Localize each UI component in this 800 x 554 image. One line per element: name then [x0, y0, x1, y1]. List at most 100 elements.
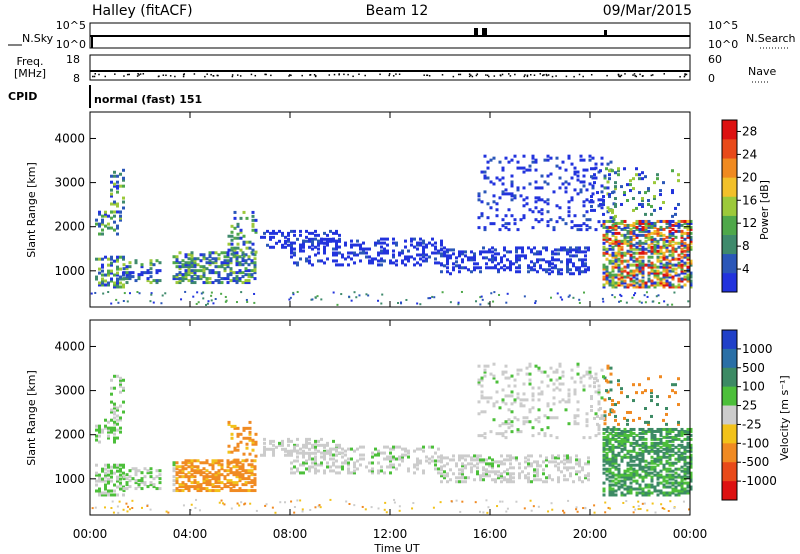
echo-cell — [617, 471, 621, 475]
echo-cell — [296, 459, 299, 463]
echo-cell — [683, 231, 687, 235]
echo-cell — [620, 455, 624, 459]
echo-cell — [620, 275, 624, 279]
echo-cell — [635, 451, 639, 455]
echo-cell — [407, 467, 410, 471]
echo-cell — [608, 273, 612, 277]
echo-cell — [560, 246, 563, 250]
echo-cell — [629, 429, 633, 433]
echo-cell — [190, 463, 194, 467]
echo-cell — [659, 225, 663, 229]
echo-cell — [220, 481, 224, 485]
echo-cell — [301, 508, 304, 511]
echo-cell — [207, 300, 210, 303]
echo-cell — [683, 237, 687, 241]
echo-cell — [570, 376, 574, 380]
echo-cell — [232, 251, 236, 255]
echo-cell — [564, 186, 568, 190]
echo-cell — [491, 466, 494, 470]
echo-cell — [208, 471, 212, 475]
echo-cell — [653, 451, 657, 455]
echo-cell — [323, 455, 326, 459]
echo-cell — [611, 493, 615, 497]
echo-cell — [518, 462, 521, 466]
echo-cell — [383, 471, 386, 475]
echo-cell — [542, 268, 545, 272]
nave-point — [338, 73, 340, 75]
echo-cell — [686, 467, 690, 471]
echo-cell — [488, 462, 491, 466]
echo-cell — [635, 225, 639, 229]
echo-cell — [380, 251, 383, 255]
echo-cell — [689, 271, 693, 275]
echo-cell — [617, 281, 621, 285]
echo-cell — [677, 241, 681, 245]
echo-cell — [233, 226, 237, 230]
echo-cell — [656, 443, 660, 447]
echo-cell — [368, 247, 371, 251]
echo-cell — [467, 256, 470, 260]
echo-cell — [509, 454, 512, 458]
echo-cell — [611, 245, 615, 249]
echo-cell — [187, 271, 191, 275]
echo-cell — [227, 422, 231, 426]
echo-cell — [552, 226, 556, 230]
echo-cell — [507, 394, 511, 398]
echo-cell — [596, 379, 599, 383]
echo-cell — [416, 467, 419, 471]
echo-cell — [689, 221, 693, 225]
echo-cell — [558, 376, 562, 380]
y-tick-label: 4000 — [54, 131, 85, 145]
echo-cell — [350, 447, 353, 451]
echo-cell — [680, 439, 684, 443]
echo-cell — [250, 269, 254, 273]
colorbar-tick-label: 500 — [742, 361, 765, 375]
echo-cell — [491, 250, 494, 254]
echo-cell — [689, 447, 693, 451]
echo-cell — [320, 437, 323, 441]
echo-cell — [608, 441, 612, 445]
echo-cell — [205, 461, 209, 465]
echo-cell — [597, 390, 601, 394]
echo-cell — [341, 461, 344, 465]
echo-cell — [668, 491, 672, 495]
echo-cell — [230, 246, 234, 250]
echo-cell — [178, 485, 182, 489]
echo-cell — [644, 469, 648, 473]
echo-cell — [239, 230, 243, 234]
echo-cell — [488, 470, 491, 474]
echo-cell — [614, 283, 618, 287]
echo-cell — [248, 438, 252, 442]
echo-cell — [674, 273, 678, 277]
echo-cell — [229, 483, 233, 487]
echo-cell — [483, 174, 487, 178]
x-tick-label: 16:00 — [473, 527, 508, 541]
echo-cell — [686, 445, 690, 449]
echo-cell — [563, 462, 566, 466]
echo-cell — [626, 273, 630, 277]
nave-point — [165, 74, 167, 77]
echo-cell — [350, 257, 353, 261]
echo-cell — [603, 186, 607, 190]
echo-cell — [644, 407, 647, 410]
echo-cell — [570, 176, 574, 180]
echo-cell — [440, 480, 443, 484]
echo-cell — [314, 471, 317, 475]
echo-cell — [549, 156, 553, 160]
echo-cell — [211, 477, 215, 481]
echo-cell — [104, 479, 107, 483]
nave-point — [523, 75, 526, 78]
echo-cell — [308, 447, 311, 451]
echo-cell — [635, 391, 638, 395]
colorbar-swatch — [722, 386, 737, 406]
echo-cell — [125, 267, 129, 271]
echo-cell — [208, 263, 212, 267]
colorbar-swatch — [722, 272, 737, 293]
echo-cell — [613, 296, 616, 299]
echo-cell — [413, 463, 416, 467]
echo-cell — [103, 506, 106, 509]
echo-cell — [125, 265, 129, 269]
echo-cell — [662, 245, 666, 249]
echo-cell — [605, 233, 609, 237]
echo-cell — [629, 463, 633, 467]
